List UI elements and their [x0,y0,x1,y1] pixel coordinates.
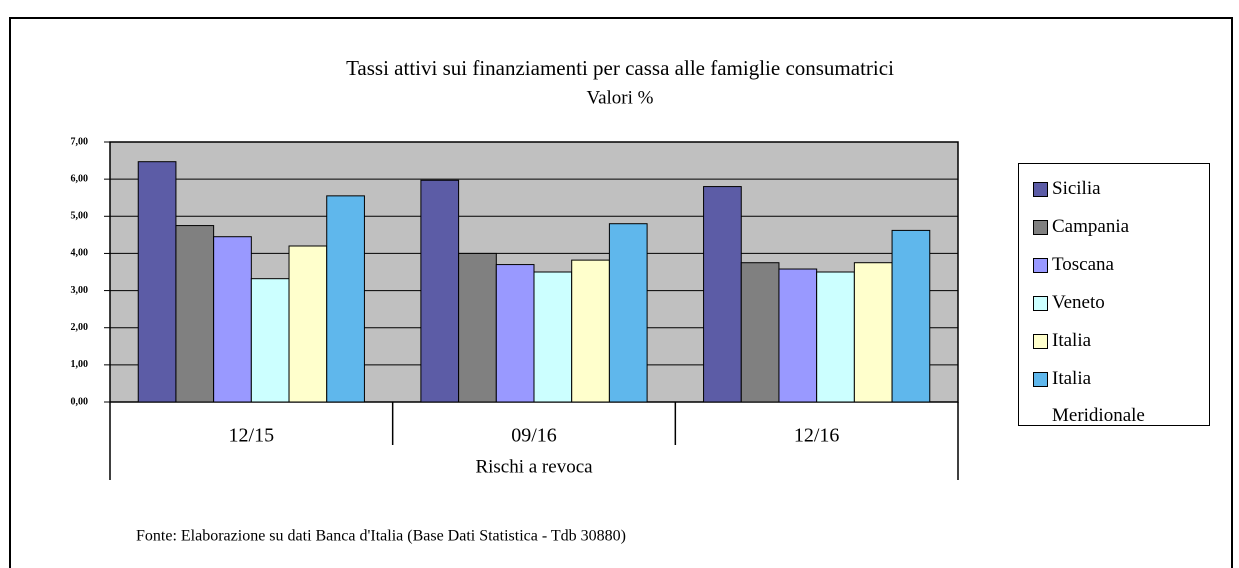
bar [571,259,610,403]
y-tick-label: 1,00 [71,359,89,370]
x-tick-label: 09/16 [511,425,557,447]
bar [420,179,460,403]
bar [458,252,497,403]
y-tick-label: 4,00 [71,248,89,259]
legend-item: Italia Meridionale [1033,360,1209,426]
legend-swatch [1033,372,1048,387]
bar [853,262,893,403]
bar [175,225,215,403]
legend-label: Italia Meridionale [1052,368,1145,426]
legend-label: Campania [1052,216,1130,237]
chart-subtitle: Valori % [586,87,653,108]
legend-item: Toscana [1033,246,1209,284]
legend-item: Veneto [1033,284,1209,322]
bar [213,236,252,403]
y-tick-label: 5,00 [71,211,89,222]
legend-label: Sicilia [1052,178,1101,199]
bar [288,245,328,403]
legend-swatch [1033,258,1048,273]
legend-swatch [1033,296,1048,311]
bar [740,262,780,403]
bar [250,278,290,403]
y-tick-label: 6,00 [71,173,89,184]
x-axis-label: Rischi a revoca [475,456,593,477]
frame [9,17,1233,568]
legend-item: Sicilia [1033,170,1209,208]
legend: Sicilia Campania Toscana Veneto Italia Italia… [1018,163,1210,426]
legend-label: Toscana [1052,254,1114,275]
y-tick-label: 2,00 [71,322,89,333]
chart-title: Tassi attivi sui finanziamenti per cassa… [346,56,894,80]
bar [495,264,535,403]
y-tick-label: 7,00 [71,136,89,147]
bar [533,271,573,403]
y-tick-label: 3,00 [71,285,89,296]
y-tick-label: 0,00 [71,396,89,407]
bar [326,195,365,403]
x-tick-label: 12/16 [794,425,840,447]
bar [816,271,855,403]
bar [778,268,818,403]
legend-swatch [1033,334,1048,349]
bar [608,223,648,403]
legend-label: Veneto [1052,292,1105,313]
bar [703,186,742,403]
bar [137,161,177,403]
legend-item: Campania [1033,208,1209,246]
legend-label: Italia [1052,330,1092,351]
x-tick-label: 12/15 [229,425,275,447]
legend-swatch [1033,220,1048,235]
legend-swatch [1033,182,1048,197]
source-note: Fonte: Elaborazione su dati Banca d'Ital… [136,528,626,545]
legend-item: Italia [1033,322,1209,360]
bar [891,229,931,403]
